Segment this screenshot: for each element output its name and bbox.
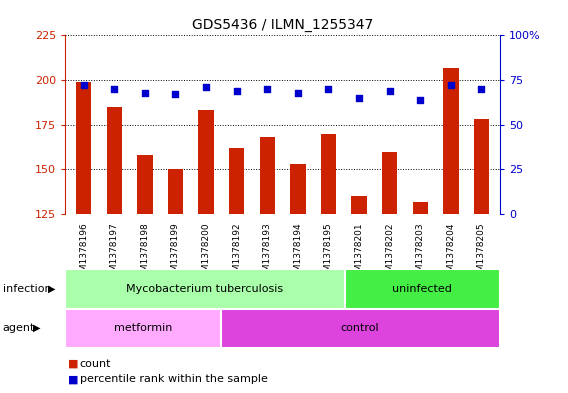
Text: GSM1378195: GSM1378195 bbox=[324, 222, 333, 283]
Bar bbox=[198, 110, 214, 214]
Text: GSM1378198: GSM1378198 bbox=[140, 222, 149, 283]
Text: GSM1378197: GSM1378197 bbox=[110, 222, 119, 283]
Text: GSM1378199: GSM1378199 bbox=[171, 222, 180, 283]
Text: GSM1378201: GSM1378201 bbox=[354, 222, 364, 283]
Text: ▶: ▶ bbox=[33, 323, 40, 333]
Point bbox=[140, 90, 149, 96]
Text: metformin: metformin bbox=[114, 323, 172, 333]
Point bbox=[232, 88, 241, 94]
Bar bbox=[107, 107, 122, 214]
Text: GSM1378205: GSM1378205 bbox=[477, 222, 486, 283]
Point bbox=[171, 91, 180, 97]
Point bbox=[385, 88, 394, 94]
Point bbox=[293, 90, 302, 96]
Text: control: control bbox=[341, 323, 379, 333]
Text: percentile rank within the sample: percentile rank within the sample bbox=[80, 374, 268, 384]
Point bbox=[79, 82, 88, 88]
Bar bbox=[352, 196, 367, 214]
Bar bbox=[168, 169, 183, 214]
Point bbox=[416, 97, 425, 103]
Bar bbox=[137, 155, 153, 214]
Text: agent: agent bbox=[3, 323, 35, 333]
Text: GSM1378196: GSM1378196 bbox=[79, 222, 88, 283]
Text: uninfected: uninfected bbox=[392, 284, 452, 294]
Point bbox=[202, 84, 211, 90]
Text: infection: infection bbox=[3, 284, 52, 294]
Bar bbox=[382, 152, 398, 214]
Point bbox=[324, 86, 333, 92]
Point bbox=[477, 86, 486, 92]
Title: GDS5436 / ILMN_1255347: GDS5436 / ILMN_1255347 bbox=[192, 18, 373, 31]
Text: GSM1378204: GSM1378204 bbox=[446, 222, 456, 283]
Text: count: count bbox=[80, 358, 111, 369]
Point bbox=[263, 86, 272, 92]
Bar bbox=[260, 137, 275, 214]
Point bbox=[354, 95, 364, 101]
Bar bbox=[290, 164, 306, 214]
Text: ▶: ▶ bbox=[48, 284, 56, 294]
Bar bbox=[474, 119, 489, 214]
Text: ■: ■ bbox=[68, 358, 78, 369]
Bar bbox=[76, 82, 91, 214]
Text: Mycobacterium tuberculosis: Mycobacterium tuberculosis bbox=[127, 284, 283, 294]
Text: GSM1378203: GSM1378203 bbox=[416, 222, 425, 283]
Text: GSM1378192: GSM1378192 bbox=[232, 222, 241, 283]
Bar bbox=[443, 68, 458, 214]
Point bbox=[110, 86, 119, 92]
Bar bbox=[345, 269, 500, 309]
Bar bbox=[321, 134, 336, 214]
Point bbox=[446, 82, 456, 88]
Text: GSM1378194: GSM1378194 bbox=[294, 222, 302, 283]
Text: GSM1378193: GSM1378193 bbox=[263, 222, 272, 283]
Bar bbox=[412, 202, 428, 214]
Bar bbox=[229, 148, 244, 214]
Text: ■: ■ bbox=[68, 374, 78, 384]
Bar bbox=[220, 309, 500, 348]
Text: GSM1378200: GSM1378200 bbox=[202, 222, 211, 283]
Bar bbox=[65, 269, 345, 309]
Text: GSM1378202: GSM1378202 bbox=[385, 222, 394, 283]
Bar bbox=[65, 309, 220, 348]
